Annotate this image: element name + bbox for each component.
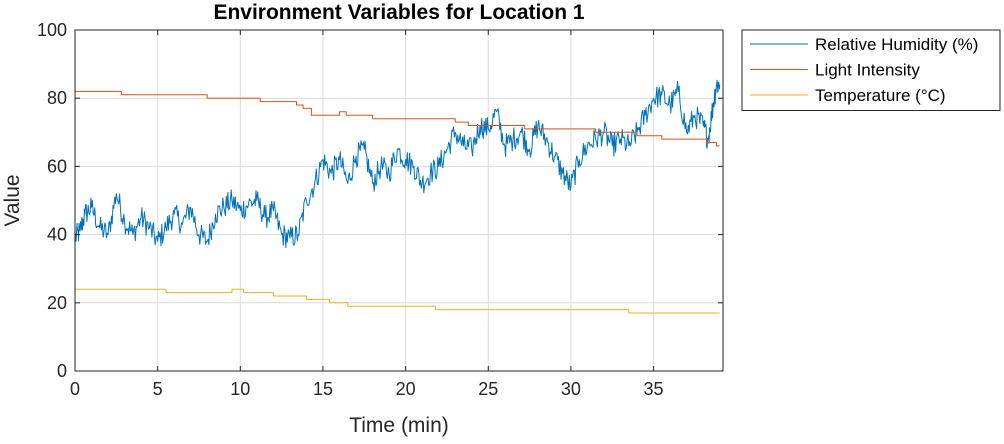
chart-title: Environment Variables for Location 1 <box>213 1 584 24</box>
x-tick-label: 5 <box>153 379 163 399</box>
series-line-2 <box>75 90 720 147</box>
tick-labels: 0 5 10 15 20 25 30 35 0 20 40 60 80 100 <box>37 20 723 399</box>
legend: Relative Humidity (%) Light Intensity Temp… <box>741 29 1001 111</box>
y-tick-label: 40 <box>47 225 67 245</box>
x-axis-label: Time (min) <box>349 414 449 437</box>
series-line-3 <box>75 288 720 314</box>
x-tick-label: 30 <box>561 379 581 399</box>
x-tick-label: 15 <box>313 379 333 399</box>
x-tick-label: 10 <box>230 379 250 399</box>
series-lines <box>74 79 721 314</box>
y-tick-label: 0 <box>57 361 67 381</box>
legend-box <box>741 29 1001 111</box>
y-tick-label: 80 <box>47 88 67 108</box>
y-tick-label: 20 <box>47 293 67 313</box>
legend-label-3: Temperature (°C) <box>815 86 946 105</box>
series-line-1 <box>74 79 721 249</box>
x-tick-label: 25 <box>478 379 498 399</box>
y-axis-label: Value <box>1 174 24 226</box>
plot-frame <box>74 29 724 372</box>
y-tick-label: 60 <box>47 156 67 176</box>
legend-label-2: Light Intensity <box>815 61 920 80</box>
x-tick-label: 0 <box>70 379 80 399</box>
legend-label-1: Relative Humidity (%) <box>815 35 978 54</box>
y-tick-label: 100 <box>37 20 67 40</box>
x-tick-label: 35 <box>644 379 664 399</box>
x-tick-label: 20 <box>396 379 416 399</box>
